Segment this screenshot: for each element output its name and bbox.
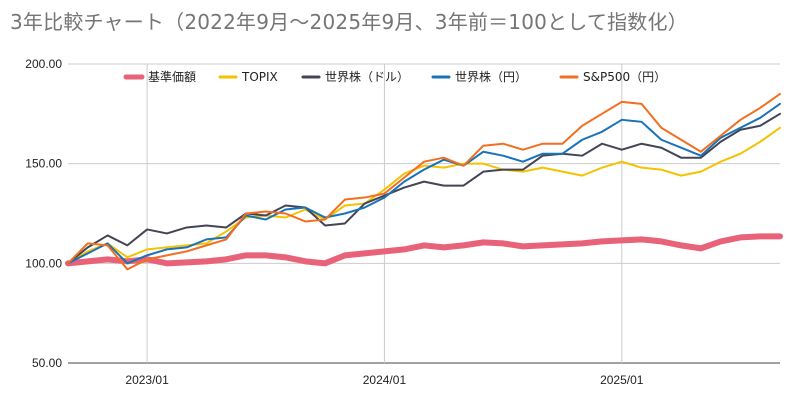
y-tick-label: 50.00 xyxy=(32,356,62,370)
chart-title: 3年比較チャート（2022年9月〜2025年9月、3年前＝100として指数化） xyxy=(10,10,688,34)
series-line-0 xyxy=(65,233,783,267)
y-tick-label: 200.00 xyxy=(25,57,62,71)
legend-label-4: S&P500（円） xyxy=(583,70,666,84)
series-line-2 xyxy=(67,112,781,265)
series-line-3 xyxy=(67,102,781,265)
legend-label-1: TOPIX xyxy=(241,70,278,84)
grid xyxy=(68,63,780,364)
series-line-1 xyxy=(67,126,781,265)
x-tick-label: 2023/01 xyxy=(125,373,169,387)
y-tick-label: 100.00 xyxy=(25,256,62,270)
x-tick-label: 2024/01 xyxy=(363,373,407,387)
legend-label-0: 基準価額 xyxy=(148,69,196,84)
series-line-4 xyxy=(67,92,781,271)
legend-label-3: 世界株（円） xyxy=(455,69,527,84)
y-tick-label: 150.00 xyxy=(25,157,62,171)
y-axis-ticks: 50.00 100.00 150.00 200.00 xyxy=(25,57,62,370)
legend: 基準価額 TOPIX 世界株（ドル） 世界株（円） S&P500（円） xyxy=(123,69,666,84)
x-tick-label: 2025/01 xyxy=(600,373,644,387)
legend-label-2: 世界株（ドル） xyxy=(325,69,409,84)
x-axis-ticks: 2023/01 2024/01 2025/01 xyxy=(125,373,643,387)
series-lines xyxy=(65,92,783,271)
